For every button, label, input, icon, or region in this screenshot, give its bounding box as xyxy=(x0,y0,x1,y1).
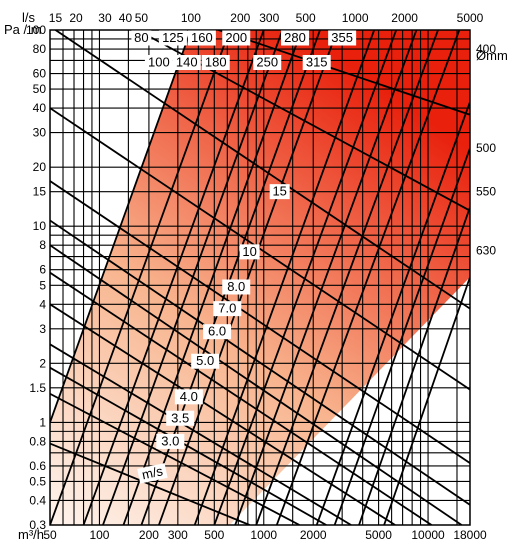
value-label: 125 xyxy=(159,30,187,46)
value-label: 160 xyxy=(188,30,216,46)
svg-text:250: 250 xyxy=(256,55,278,70)
svg-text:50: 50 xyxy=(135,11,149,25)
svg-text:0.3: 0.3 xyxy=(29,518,46,532)
svg-text:3: 3 xyxy=(39,322,46,336)
svg-text:2000: 2000 xyxy=(391,11,418,25)
svg-text:5.0: 5.0 xyxy=(196,353,214,368)
svg-text:30: 30 xyxy=(33,126,47,140)
svg-text:200: 200 xyxy=(139,528,159,542)
svg-text:0.6: 0.6 xyxy=(29,459,46,473)
value-label: 4.0 xyxy=(175,389,203,405)
value-label: 3.5 xyxy=(166,410,194,426)
svg-text:0.4: 0.4 xyxy=(29,493,46,507)
svg-text:100: 100 xyxy=(181,11,201,25)
svg-text:10: 10 xyxy=(242,244,256,259)
svg-text:1000: 1000 xyxy=(250,528,277,542)
value-label: 100 xyxy=(145,55,173,71)
value-label: 10 xyxy=(240,244,260,260)
svg-text:5: 5 xyxy=(39,278,46,292)
svg-text:550: 550 xyxy=(476,185,496,199)
svg-text:300: 300 xyxy=(168,528,188,542)
value-label: 200 xyxy=(222,30,250,46)
svg-text:15: 15 xyxy=(49,11,63,25)
svg-text:6: 6 xyxy=(39,263,46,277)
svg-text:280: 280 xyxy=(284,30,306,45)
svg-text:0.5: 0.5 xyxy=(29,474,46,488)
svg-text:100: 100 xyxy=(148,55,170,70)
svg-text:10000: 10000 xyxy=(411,528,445,542)
svg-text:180: 180 xyxy=(205,55,227,70)
svg-text:30: 30 xyxy=(98,11,112,25)
svg-text:10: 10 xyxy=(33,219,47,233)
svg-text:15: 15 xyxy=(272,184,286,199)
svg-text:20: 20 xyxy=(69,11,83,25)
y-right-unit: Ømm xyxy=(476,48,508,63)
value-label: 8.0 xyxy=(222,279,250,295)
svg-text:125: 125 xyxy=(162,30,184,45)
svg-text:1: 1 xyxy=(39,415,46,429)
svg-text:5000: 5000 xyxy=(457,11,484,25)
svg-text:40: 40 xyxy=(33,101,47,115)
svg-text:50: 50 xyxy=(33,82,47,96)
svg-text:80: 80 xyxy=(33,42,47,56)
svg-text:140: 140 xyxy=(176,55,198,70)
svg-text:2000: 2000 xyxy=(300,528,327,542)
svg-text:8.0: 8.0 xyxy=(227,279,245,294)
svg-text:15: 15 xyxy=(33,185,47,199)
svg-text:3.0: 3.0 xyxy=(161,433,179,448)
svg-text:60: 60 xyxy=(33,67,47,81)
value-label: 140 xyxy=(173,55,201,71)
y-left-unit: Pa / m xyxy=(4,22,42,37)
svg-text:40: 40 xyxy=(119,11,133,25)
x-bottom-ticks: 501002003005001000200050001000018000 xyxy=(43,528,487,542)
value-label: 315 xyxy=(303,55,331,71)
svg-text:355: 355 xyxy=(331,30,353,45)
svg-text:1.5: 1.5 xyxy=(29,381,46,395)
svg-text:160: 160 xyxy=(191,30,213,45)
svg-text:100: 100 xyxy=(89,528,109,542)
svg-text:4: 4 xyxy=(39,297,46,311)
svg-text:20: 20 xyxy=(33,160,47,174)
svg-text:300: 300 xyxy=(259,11,279,25)
svg-text:18000: 18000 xyxy=(453,528,487,542)
svg-text:200: 200 xyxy=(225,30,247,45)
svg-text:500: 500 xyxy=(296,11,316,25)
svg-text:2: 2 xyxy=(39,356,46,370)
value-label: 7.0 xyxy=(213,301,241,317)
value-label: 355 xyxy=(328,30,356,46)
value-label: 15 xyxy=(270,184,290,200)
pressure-drop-nomogram: 80100125140160180200250280315355m/s3.03.… xyxy=(0,0,510,544)
y-right-ticks: 400500550630 xyxy=(476,42,496,258)
svg-text:80: 80 xyxy=(134,30,148,45)
svg-text:7.0: 7.0 xyxy=(218,301,236,316)
svg-text:500: 500 xyxy=(476,141,496,155)
svg-text:0.8: 0.8 xyxy=(29,434,46,448)
y-left-ticks: 0.3 0.4 0.50.6 0.8 1 1.5 2 3 4 56 8 10 15 20 30 40 5060 8… xyxy=(26,23,46,532)
svg-text:200: 200 xyxy=(230,11,250,25)
svg-text:6.0: 6.0 xyxy=(208,324,226,339)
value-label: 6.0 xyxy=(203,324,231,340)
svg-text:8: 8 xyxy=(39,238,46,252)
value-label: 250 xyxy=(253,55,281,71)
svg-text:3.5: 3.5 xyxy=(171,410,189,425)
value-label: 3.0 xyxy=(156,433,184,449)
svg-text:4.0: 4.0 xyxy=(180,389,198,404)
svg-text:630: 630 xyxy=(476,244,496,258)
value-label: 280 xyxy=(281,30,309,46)
value-label: 5.0 xyxy=(191,353,219,369)
svg-text:5000: 5000 xyxy=(365,528,392,542)
x-top-ticks: 15 20 30 4050 100 200 300 500 1000 2000 5000 xyxy=(49,11,484,25)
value-label: 180 xyxy=(202,55,230,71)
svg-text:1000: 1000 xyxy=(342,11,369,25)
svg-text:500: 500 xyxy=(204,528,224,542)
value-label: 80 xyxy=(131,30,151,46)
svg-text:315: 315 xyxy=(306,55,328,70)
